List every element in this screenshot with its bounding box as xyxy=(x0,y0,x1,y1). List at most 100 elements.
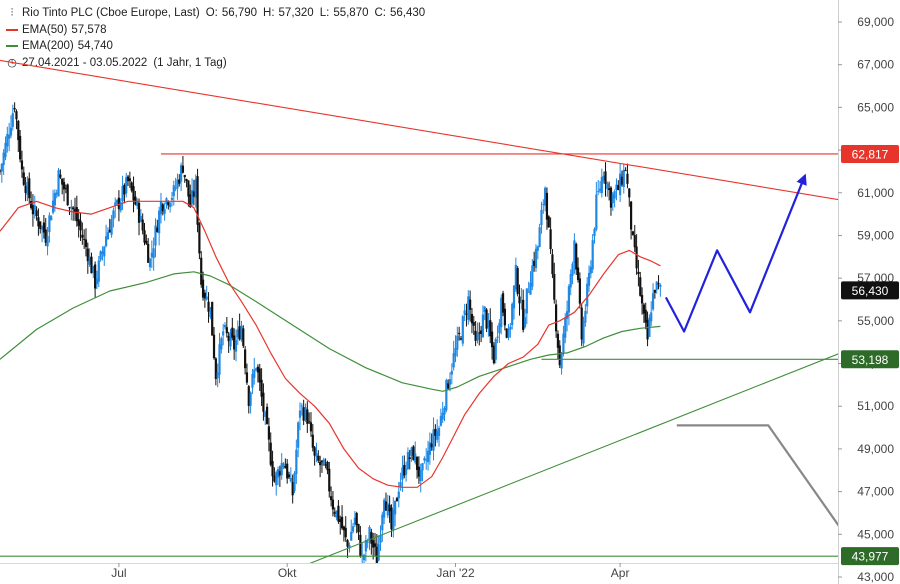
candle-body xyxy=(222,331,225,336)
candle-body xyxy=(657,283,660,285)
candle-body xyxy=(489,320,492,337)
candle-body xyxy=(9,127,13,136)
candle-body xyxy=(104,236,108,246)
candle-body xyxy=(490,331,494,348)
candle-body xyxy=(249,392,252,406)
ema200-swatch xyxy=(6,45,18,48)
candle-body xyxy=(470,313,474,324)
candle-body xyxy=(622,169,625,188)
candle-body xyxy=(66,184,69,206)
candle-body xyxy=(207,301,210,312)
candle-body xyxy=(421,463,424,471)
candle-body xyxy=(584,311,587,323)
candle-body xyxy=(271,461,274,477)
candle-body xyxy=(527,291,530,293)
candle-body xyxy=(319,461,322,466)
candle-body xyxy=(650,312,653,322)
candle-body xyxy=(275,472,278,486)
candle-body xyxy=(397,491,400,499)
candle-body xyxy=(134,196,137,205)
ema200-line xyxy=(0,271,661,392)
candle-body xyxy=(553,274,556,300)
candle-body xyxy=(582,321,585,344)
candle-body xyxy=(372,540,375,548)
candle-body xyxy=(126,176,130,182)
candle-body xyxy=(651,293,655,310)
candle-body xyxy=(302,407,305,421)
candle-body xyxy=(317,455,320,461)
candle-body xyxy=(64,187,67,189)
y-tick-label: 55,000 xyxy=(857,314,894,328)
candle-body xyxy=(276,469,280,478)
candle-body xyxy=(344,527,347,538)
candle-body xyxy=(452,353,455,368)
candle-body xyxy=(469,299,472,310)
candle-body xyxy=(220,338,223,350)
candle-body xyxy=(505,328,508,338)
candle-body xyxy=(538,227,541,248)
candle-body xyxy=(635,246,638,269)
open-label: O: xyxy=(205,7,218,19)
candle-body xyxy=(159,201,163,215)
price-tag-62,817 xyxy=(841,144,899,163)
candle-body xyxy=(231,327,234,338)
candle-body xyxy=(70,206,73,209)
candle-body xyxy=(194,179,197,198)
candle-body xyxy=(350,531,353,541)
price-tag-56,430 xyxy=(841,281,899,300)
candle-body xyxy=(121,185,124,201)
candle-body xyxy=(280,462,283,476)
candle-body xyxy=(353,517,356,525)
candle-body xyxy=(512,285,516,309)
candle-body xyxy=(284,466,287,469)
chart-legend: ⫶ Rio Tinto PLC (Cboe Europe, Last) O: 5… xyxy=(6,5,425,71)
candle-body xyxy=(414,453,417,463)
candle-body xyxy=(370,532,373,544)
candle-body xyxy=(514,264,517,290)
candle-body xyxy=(86,248,89,262)
candle-body xyxy=(335,510,338,518)
candle-body xyxy=(434,428,437,436)
candle-body xyxy=(200,257,203,285)
candle-body xyxy=(309,422,313,432)
candle-body xyxy=(554,304,558,332)
candle-body xyxy=(633,235,636,248)
candle-body xyxy=(598,188,602,191)
candle-body xyxy=(31,205,35,215)
candle-body xyxy=(170,197,174,200)
candle-body xyxy=(472,322,475,326)
candle-body xyxy=(112,210,115,220)
high-value: 57,320 xyxy=(278,7,314,19)
y-tick-label: 49,000 xyxy=(857,442,894,456)
candle-body xyxy=(181,165,185,173)
candle-body xyxy=(211,301,214,336)
candle-body xyxy=(101,251,104,255)
candle-body xyxy=(50,216,53,221)
ema50-line xyxy=(0,200,661,488)
candle-body xyxy=(463,310,466,315)
candle-body xyxy=(441,412,444,420)
candle-body xyxy=(589,266,592,274)
candle-body xyxy=(214,358,217,379)
candle-body xyxy=(412,446,415,460)
candle-body xyxy=(496,336,499,338)
price-tag-43,977 xyxy=(841,547,899,566)
candle-body xyxy=(212,334,216,359)
candle-body xyxy=(408,457,411,460)
candle-body xyxy=(185,179,188,181)
candle-body xyxy=(479,330,483,334)
candle-body xyxy=(147,243,150,263)
candle-body xyxy=(297,422,300,448)
candle-body xyxy=(642,304,646,314)
candle-body xyxy=(542,204,545,206)
candle-body xyxy=(366,541,369,543)
candle-body xyxy=(631,231,635,235)
price-tag-53,198 xyxy=(841,350,899,369)
candle-body xyxy=(377,543,380,561)
candle-body xyxy=(351,526,355,532)
candle-body xyxy=(128,178,131,182)
candle-body xyxy=(545,192,549,220)
candle-body xyxy=(620,176,624,185)
y-tick-label: 59,000 xyxy=(857,228,894,242)
